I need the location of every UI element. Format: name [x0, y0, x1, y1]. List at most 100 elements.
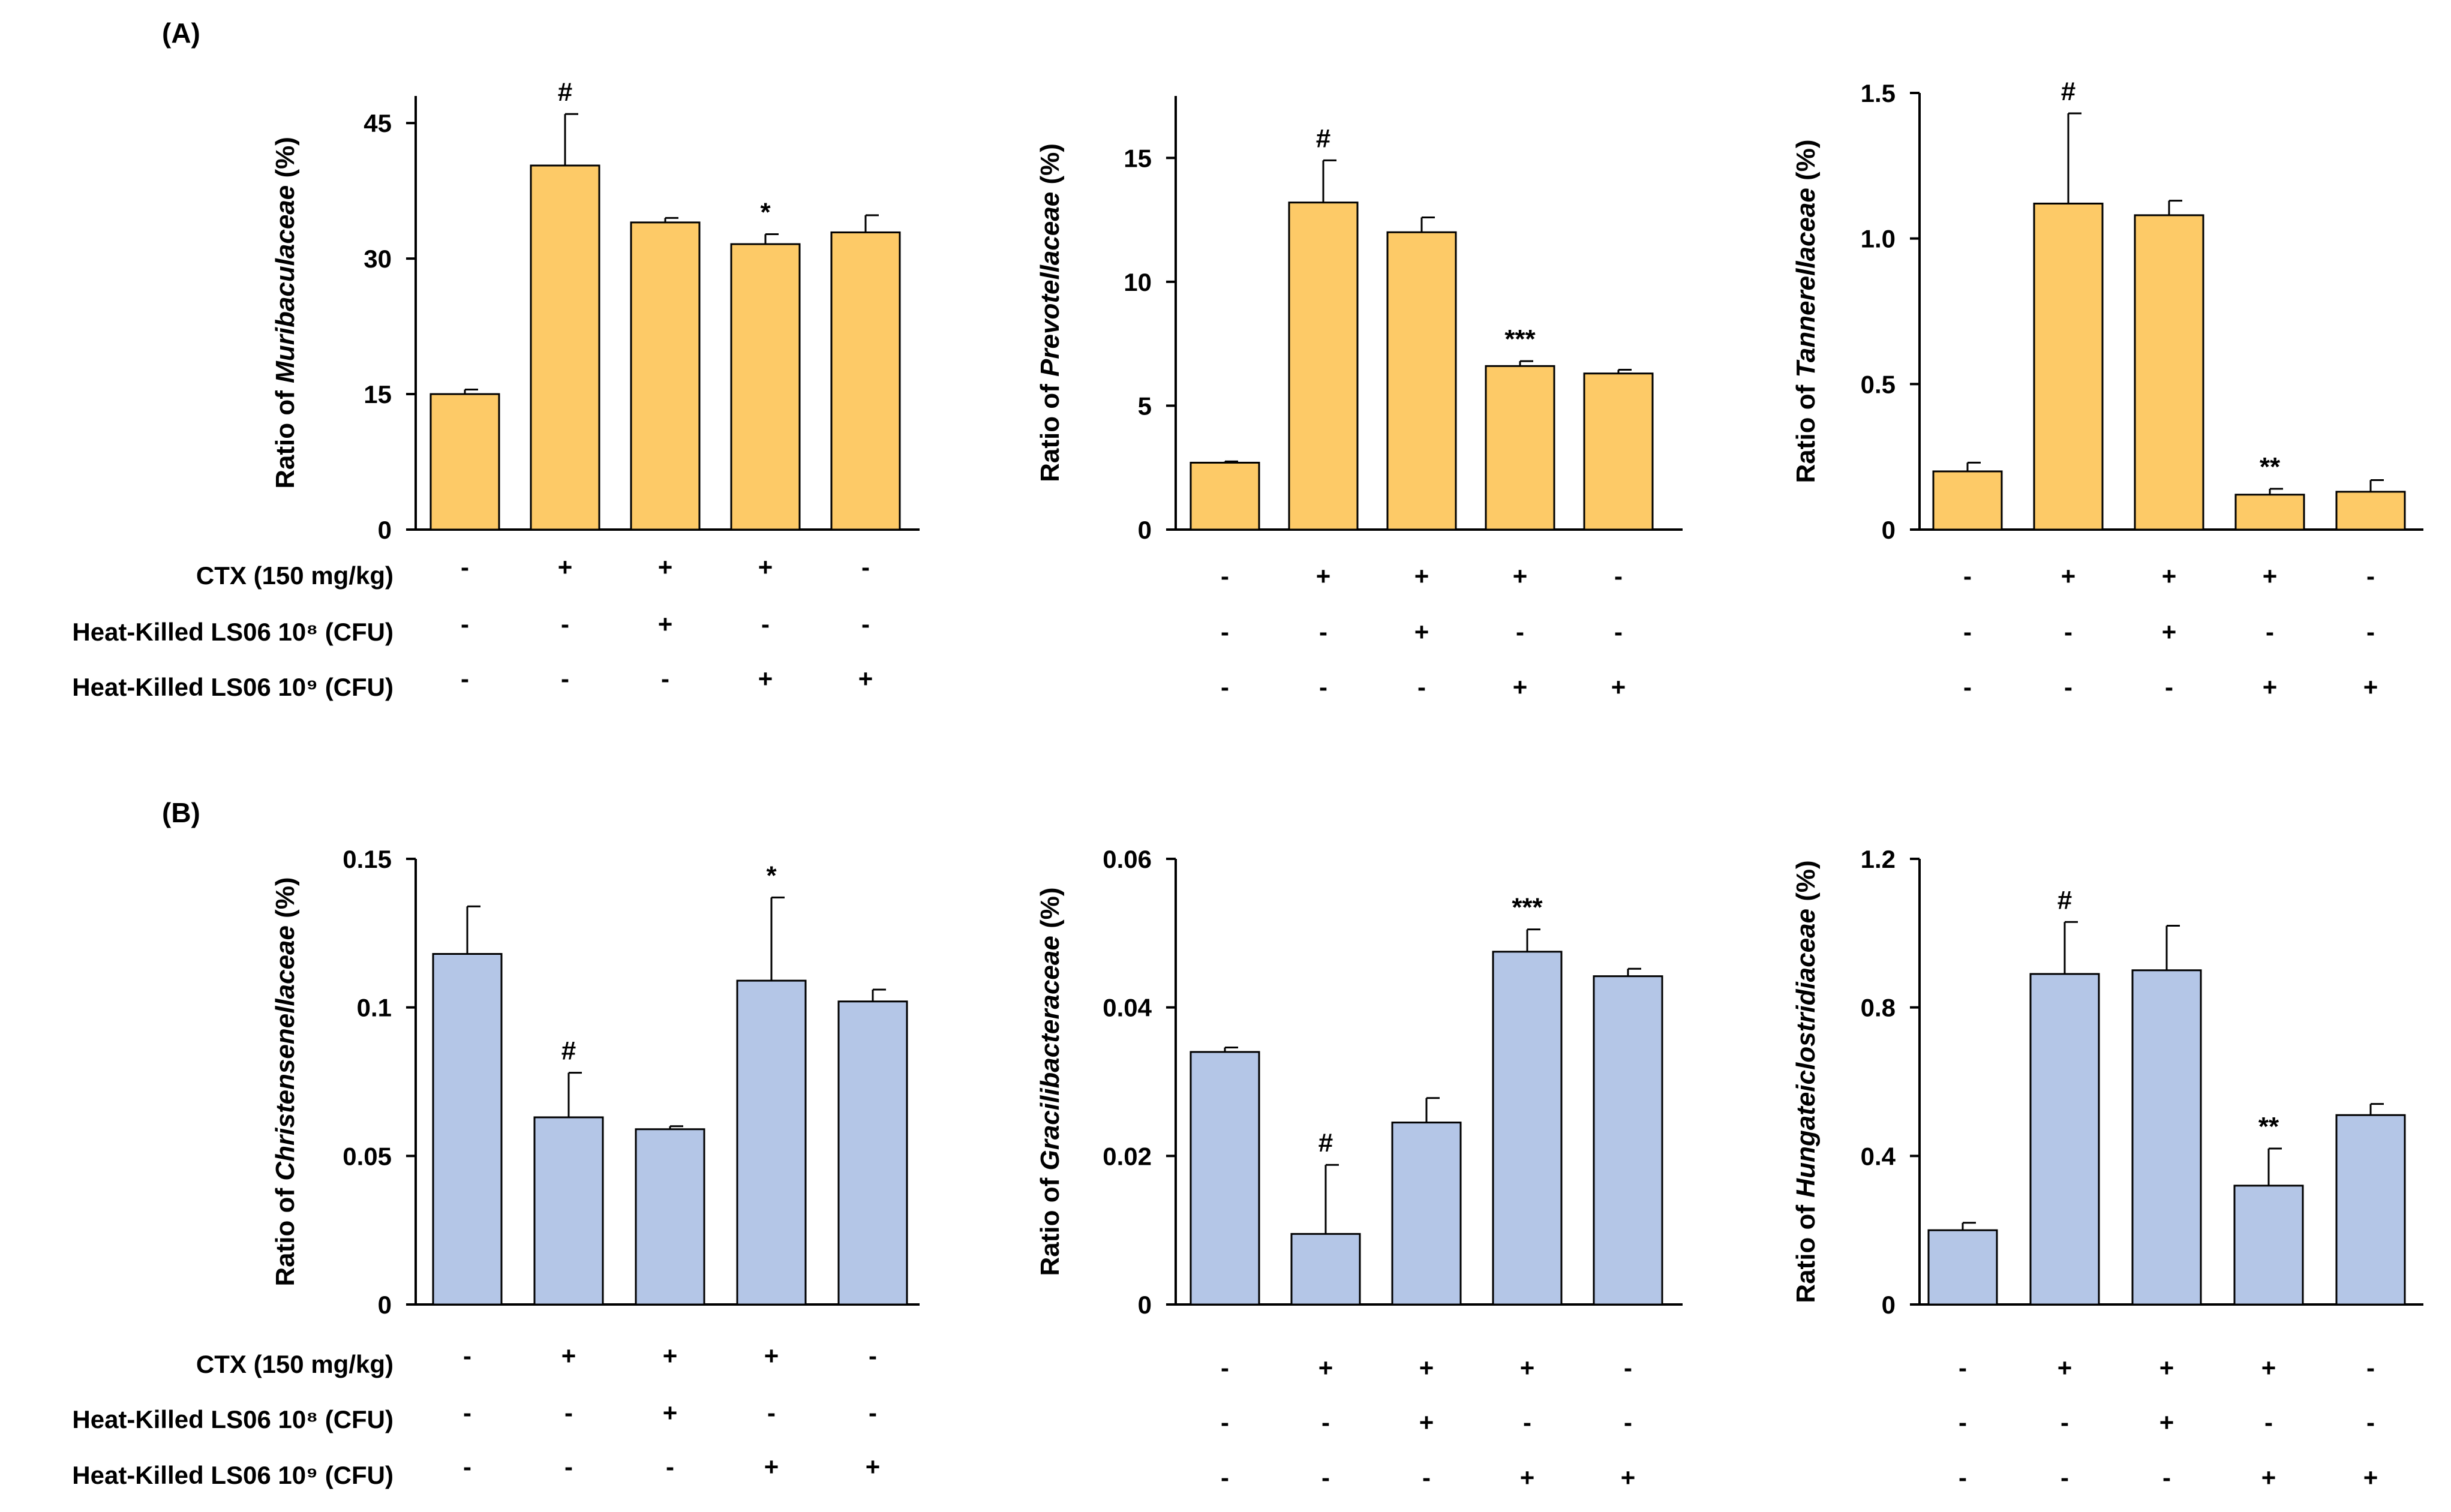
- treatment-sign: +: [658, 610, 673, 638]
- treatment-sign: +: [866, 1453, 881, 1481]
- treatment-sign: +: [2261, 1463, 2276, 1492]
- bar: [429, 393, 500, 531]
- treatment-sign: -: [861, 610, 870, 638]
- treatment-sign: -: [1221, 673, 1229, 701]
- y-tick-label: 30: [364, 245, 392, 273]
- bar: [2234, 494, 2305, 531]
- bar: [2029, 973, 2100, 1306]
- treatment-sign: -: [564, 1399, 573, 1427]
- treatment-sign: -: [461, 553, 469, 581]
- hash-annotation: #: [1316, 124, 1330, 153]
- treatment-label-ls06-e8-a: Heat-Killed LS06 10⁸ (CFU): [72, 618, 394, 646]
- treatment-sign: -: [661, 665, 669, 693]
- y-tick-label: 0.4: [1861, 1142, 1896, 1170]
- treatment-sign: +: [2162, 618, 2177, 646]
- panel-label-b: (B): [162, 797, 200, 828]
- bar: [1932, 470, 2003, 531]
- y-tick-label: 1.5: [1861, 79, 1896, 107]
- treatment-sign: +: [758, 665, 773, 693]
- treatment-sign: -: [869, 1399, 877, 1427]
- treatment-sign: -: [2366, 1408, 2375, 1436]
- y-tick-label: 15: [364, 380, 392, 408]
- treatment-sign: +: [1520, 1354, 1535, 1382]
- treatment-sign: -: [1963, 618, 1972, 646]
- treatment-sign: -: [869, 1342, 877, 1370]
- treatment-sign: -: [2162, 1463, 2171, 1492]
- treatment-sign: +: [2263, 673, 2278, 701]
- treatment-sign: +: [2061, 562, 2076, 590]
- bar: [1593, 975, 1663, 1306]
- treatment-sign: -: [1221, 562, 1229, 590]
- treatment-sign: +: [1414, 562, 1429, 590]
- treatment-sign: -: [564, 1453, 573, 1481]
- y-axis-title: Ratio of Gracilibacteraceae (%): [1035, 887, 1065, 1276]
- treatment-sign: -: [861, 553, 870, 581]
- treatment-sign: -: [666, 1453, 674, 1481]
- bar: [2033, 202, 2104, 531]
- treatment-sign: +: [658, 553, 673, 581]
- treatment-sign: +: [2363, 673, 2378, 701]
- treatment-sign: -: [2264, 1408, 2273, 1436]
- treatment-sign: -: [2366, 618, 2375, 646]
- chart-1: 0 15 30 45 Ratio of Muribaculaceae (%) # * - + + +…: [271, 77, 920, 693]
- treatment-sign: -: [1523, 1408, 1531, 1436]
- y-tick-label: 0: [1138, 516, 1152, 544]
- y-tick-label: 0: [378, 516, 392, 544]
- treatment-sign: +: [2162, 562, 2177, 590]
- bar: [2134, 214, 2204, 531]
- treatment-sign: -: [2165, 673, 2173, 701]
- y-axis-title: Ratio of Hungateiclostridiaceae (%): [1791, 860, 1821, 1303]
- bar: [736, 979, 807, 1306]
- bar: [533, 1116, 604, 1306]
- treatment-sign: -: [1221, 1408, 1229, 1436]
- treatment-label-ctx-a: CTX (150 mg/kg): [196, 561, 394, 590]
- y-tick-label: 0.1: [357, 994, 392, 1022]
- y-tick-label: 0.8: [1861, 994, 1896, 1022]
- bar: [2335, 1114, 2406, 1306]
- treatment-sign: -: [2060, 1408, 2069, 1436]
- treatment-sign: -: [1321, 1463, 1330, 1492]
- treatment-sign: -: [767, 1399, 776, 1427]
- bar: [1391, 1122, 1462, 1306]
- bar: [830, 231, 901, 531]
- y-tick-label: 0.15: [343, 845, 392, 873]
- treatment-sign: -: [1221, 618, 1229, 646]
- bar: [1190, 461, 1260, 531]
- treatment-sign: -: [463, 1399, 471, 1427]
- treatment-sign: +: [2159, 1408, 2174, 1436]
- treatment-sign: +: [1419, 1354, 1434, 1382]
- treatment-label-ls06-e9-b: Heat-Killed LS06 10⁹ (CFU): [72, 1461, 394, 1489]
- treatment-sign: -: [1516, 618, 1524, 646]
- treatment-sign: -: [1422, 1463, 1431, 1492]
- treatment-sign: +: [2363, 1463, 2378, 1492]
- y-tick-label: 1.2: [1861, 845, 1896, 873]
- treatment-sign: -: [1959, 1408, 1967, 1436]
- treatment-sign: +: [1316, 562, 1331, 590]
- y-tick-label: 0.02: [1103, 1142, 1152, 1170]
- hash-annotation: #: [1318, 1128, 1333, 1158]
- y-tick-label: 0: [1138, 1291, 1152, 1319]
- bar: [630, 221, 701, 531]
- bar: [1386, 231, 1457, 531]
- treatment-sign: -: [463, 1342, 471, 1370]
- bar: [837, 1000, 908, 1306]
- treatment-sign: -: [761, 610, 770, 638]
- chart-4: 0 0.05 0.1 0.15 Ratio of Christensenellaceae…: [271, 845, 920, 1481]
- bar: [432, 953, 503, 1306]
- y-tick-label: 0.05: [343, 1142, 392, 1170]
- y-axis-title: Ratio of Christensenellaceae (%): [271, 877, 300, 1286]
- treatment-sign: +: [663, 1342, 678, 1370]
- bar: [530, 164, 600, 531]
- treatment-sign: +: [1513, 562, 1528, 590]
- y-axis-title: Ratio of Muribaculaceae (%): [271, 137, 300, 489]
- bar: [1190, 1051, 1260, 1306]
- treatment-sign: -: [1321, 1408, 1330, 1436]
- treatment-sign: -: [1614, 618, 1623, 646]
- treatment-sign: +: [1520, 1463, 1535, 1492]
- treatment-sign: +: [764, 1342, 779, 1370]
- treatment-sign: -: [1963, 562, 1972, 590]
- treatment-sign: +: [858, 665, 873, 693]
- bar: [1927, 1229, 1998, 1306]
